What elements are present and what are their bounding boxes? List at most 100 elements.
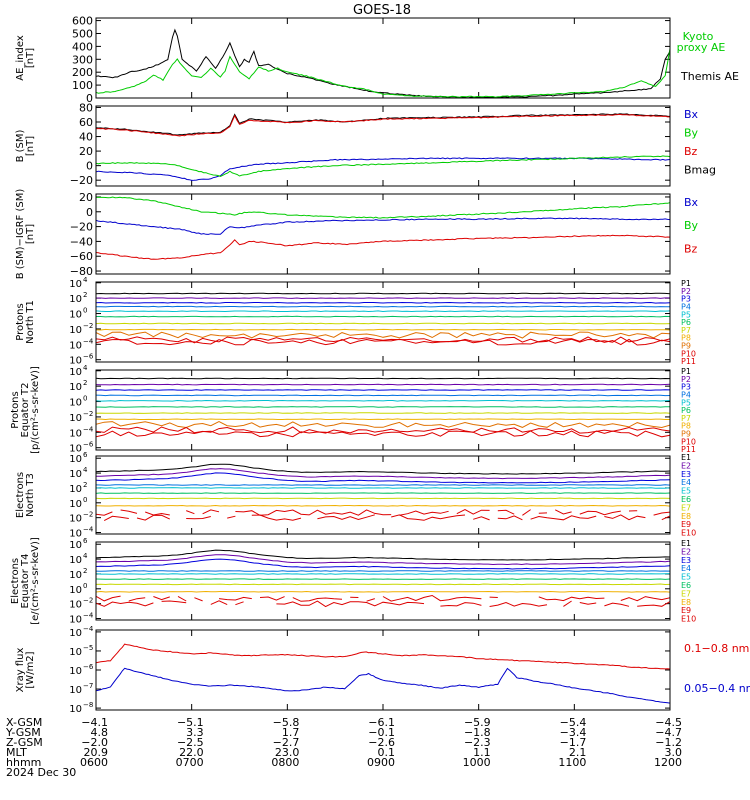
y-tick-label: 200 (72, 66, 93, 79)
y-tick-label: 10 (69, 413, 82, 424)
y-axis-label: Protons (10, 391, 21, 428)
y-tick-exponent: −2 (83, 322, 93, 330)
legend-label: E3 (681, 556, 691, 565)
legend-label: E8 (681, 512, 691, 521)
channel-line-e5 (96, 487, 670, 489)
channel-line-p2 (96, 383, 670, 386)
y-tick-exponent: −6 (83, 353, 94, 361)
data-area (96, 549, 670, 608)
panel-frame (95, 629, 671, 711)
y-tick-exponent: 6 (83, 537, 88, 545)
legend-label: P1 (681, 279, 691, 288)
y-tick-label: 10 (69, 356, 82, 367)
y-axis-label: Xray flux (15, 648, 26, 693)
y-tick-label: 20 (79, 191, 93, 204)
legend-label: Themis AE (680, 70, 739, 83)
series-line-bz (96, 113, 670, 137)
legend-label: E10 (681, 529, 696, 538)
legend-label: P7 (681, 326, 691, 335)
y-tick-label: 10 (69, 279, 82, 290)
orbit-footer: X-GSM −4.1 −5.1 −5.8 −6.1 −5.9 −5.4 −4.5 Y-GSM 4.… (5, 716, 682, 779)
y-tick-label: 0 (86, 206, 93, 219)
channel-line-e10 (96, 600, 670, 608)
channel-line-p2 (96, 297, 670, 300)
footer-value: 1.7 (282, 726, 300, 739)
footer-row-label: MLT (6, 746, 27, 759)
footer-value: −1.7 (560, 736, 587, 749)
y-tick-exponent: −2 (83, 410, 93, 418)
footer-value: −4.1 (81, 716, 108, 729)
legend-label: E2 (681, 547, 691, 556)
y-tick-label: 0 (86, 160, 93, 173)
legend-label: E3 (681, 470, 691, 479)
y-tick-label: 10 (69, 340, 82, 351)
legend-label: P11 (681, 357, 696, 366)
channel-line-p3 (96, 389, 670, 391)
channel-line-e1 (96, 549, 670, 561)
y-tick-label: 10 (69, 454, 82, 465)
channel-line-p10 (96, 426, 670, 434)
footer-date: 2024 Dec 30 (6, 766, 76, 779)
footer-value: −2.0 (81, 736, 108, 749)
y-axis-label: [p/(cm²-s-sr-keV)] (30, 366, 41, 454)
channel-line-p3 (96, 301, 670, 304)
y-axis-label: [W/m2] (25, 651, 36, 688)
y-tick-exponent: 4 (83, 364, 88, 372)
footer-value: −1.2 (655, 736, 682, 749)
channel-line-e4 (96, 570, 670, 572)
legend-label: E9 (681, 520, 691, 529)
panel-frame (95, 193, 671, 275)
channel-line-e1 (96, 463, 670, 475)
y-tick-label: 10 (69, 666, 82, 677)
footer-row-label: X-GSM (6, 716, 42, 729)
footer-value: −3.4 (560, 726, 587, 739)
y-tick-label: 10 (69, 428, 82, 439)
y-tick-exponent: 4 (83, 552, 88, 560)
channel-line-e6 (96, 578, 670, 580)
legend-label: Bx (684, 196, 699, 209)
legend-label: P4 (681, 302, 691, 311)
y-tick-exponent: −7 (83, 682, 93, 690)
channel-line-e5 (96, 573, 670, 575)
channel-line-e9 (96, 509, 670, 516)
y-tick-label: 60 (79, 116, 93, 129)
y-tick-exponent: −2 (83, 511, 93, 519)
channel-line-e3 (96, 472, 670, 484)
data-area (96, 292, 670, 346)
channel-line-e3 (96, 558, 670, 570)
footer-value: 3.3 (186, 726, 204, 739)
channel-line-e2 (96, 468, 670, 480)
y-tick-label: 300 (72, 53, 93, 66)
y-tick-exponent: 2 (83, 567, 87, 575)
y-axis-label: [nT] (25, 224, 36, 244)
y-tick-exponent: −5 (83, 644, 93, 652)
series-line-by (96, 196, 670, 219)
data-area (96, 377, 670, 438)
footer-value: −2.6 (368, 736, 395, 749)
channel-line-e6 (96, 492, 670, 494)
y-tick-label: −40 (70, 235, 93, 248)
legend-label: E4 (681, 564, 691, 573)
footer-value: 3.0 (665, 746, 683, 759)
channel-line-p8 (96, 418, 670, 421)
channel-line-p11 (96, 430, 670, 438)
y-axis-label: AE_index (15, 35, 26, 81)
y-tick-exponent: 4 (83, 466, 88, 474)
footer-row-label: Y-GSM (5, 726, 41, 739)
y-tick-exponent: 6 (83, 451, 88, 459)
y-tick-exponent: −2 (83, 597, 93, 605)
panel-frame (95, 17, 671, 99)
y-tick-exponent: 0 (83, 307, 87, 315)
legend-label: P5 (681, 310, 691, 319)
legend-label: P5 (681, 398, 691, 407)
series-line-bx (96, 157, 670, 181)
y-axis-label: B (SM)−IGRF (SM) (15, 189, 26, 280)
channel-line-p4 (96, 305, 670, 308)
channel-line-e7 (96, 583, 670, 586)
y-tick-label: 80 (79, 101, 93, 114)
legend-label: E6 (681, 495, 691, 504)
y-axis-label: Protons (15, 303, 26, 340)
legend-label: Bz (684, 242, 698, 255)
